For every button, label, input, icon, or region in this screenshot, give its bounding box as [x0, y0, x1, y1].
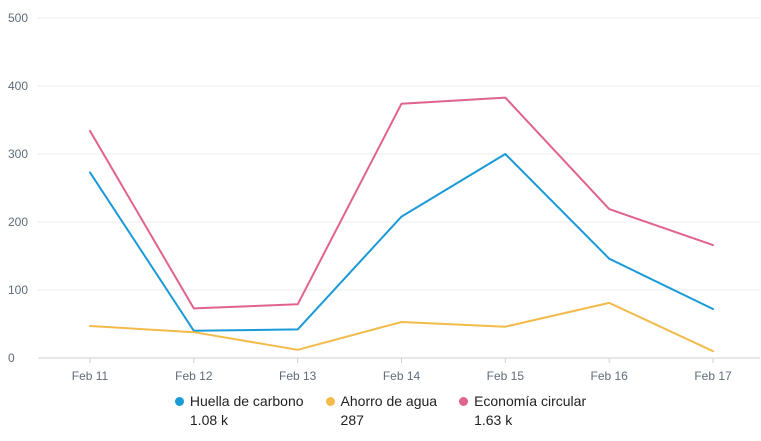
y-tick-label: 300: [8, 147, 28, 161]
legend-item-huella-de-carbono[interactable]: Huella de carbono 1.08 k: [174, 390, 304, 428]
series-line-huella-de-carbono[interactable]: [89, 153, 714, 332]
y-tick-label: 500: [8, 11, 28, 25]
legend-label: Economía circular: [474, 393, 587, 409]
legend-total: 287: [340, 412, 364, 428]
axes: 0 100 200 300 400 500 Feb 11 Feb 12 Feb 13 Feb 14…: [8, 11, 760, 383]
legend-label: Ahorro de agua: [340, 393, 438, 409]
x-tick-label: Feb 14: [383, 369, 421, 383]
legend-total: 1.08 k: [189, 412, 229, 428]
series-line-econom-a-circular[interactable]: [89, 96, 714, 310]
x-tick-label: Feb 13: [279, 369, 317, 383]
legend: Huella de carbono 1.08 k Ahorro de agua …: [0, 390, 761, 428]
y-tick-label: 200: [8, 215, 28, 229]
x-tick-label: Feb 11: [72, 369, 109, 383]
legend-total: 1.63 k: [474, 412, 513, 428]
series-line-ahorro-de-agua[interactable]: [89, 301, 714, 353]
legend-marker-icon: [325, 396, 335, 406]
x-tick-label: Feb 15: [487, 369, 525, 383]
series-lines: [89, 96, 714, 353]
x-tick-label: Feb 12: [175, 369, 213, 383]
y-tick-label: 400: [8, 79, 28, 93]
y-tick-label: 100: [8, 283, 28, 297]
y-tick-label: 0: [8, 351, 15, 365]
legend-marker-icon: [459, 396, 469, 406]
x-tick-label: Feb 17: [694, 369, 732, 383]
legend-marker-icon: [174, 396, 184, 406]
x-tick-label: Feb 16: [590, 369, 628, 383]
grid-lines: [38, 17, 760, 291]
chart-plot: 0 100 200 300 400 500 Feb 11 Feb 12 Feb 13 Feb 14…: [8, 11, 760, 383]
legend-label: Huella de carbono: [189, 393, 304, 409]
legend-item-economia-circular[interactable]: Economía circular 1.63 k: [459, 390, 586, 428]
legend-item-ahorro-de-agua[interactable]: Ahorro de agua 287: [325, 390, 438, 428]
